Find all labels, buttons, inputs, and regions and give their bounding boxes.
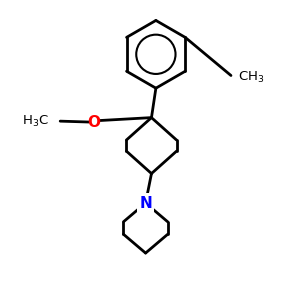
Text: CH$_3$: CH$_3$ (238, 69, 265, 85)
Text: N: N (139, 196, 152, 211)
Text: O: O (88, 115, 100, 130)
Text: H$_3$C: H$_3$C (22, 114, 48, 129)
